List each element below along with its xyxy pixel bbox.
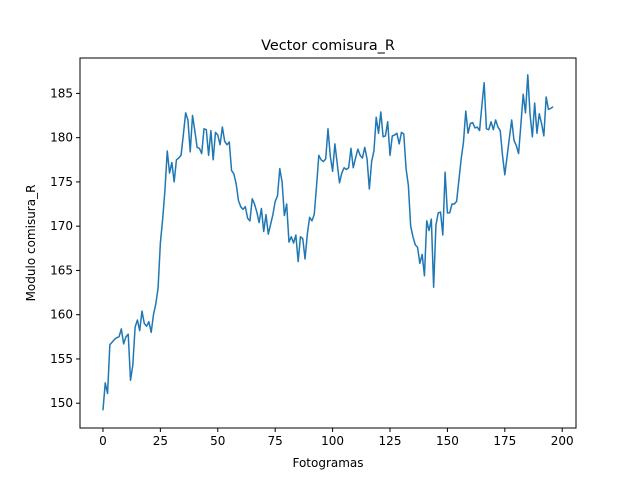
y-tick-label: 170 (50, 219, 73, 233)
y-tick-label: 175 (50, 175, 73, 189)
x-axis: 0 25 50 75 100 125 150 175 200 (99, 428, 574, 448)
x-tick-label: 200 (551, 434, 574, 448)
plot-area (102, 74, 554, 411)
y-tick-label: 160 (50, 308, 73, 322)
x-tick-label: 25 (153, 434, 168, 448)
chart-title: Vector comisura_R (261, 38, 395, 54)
series-line-0 (102, 74, 554, 411)
x-tick-label: 100 (321, 434, 344, 448)
y-tick-label: 185 (50, 86, 73, 100)
x-tick-label: 175 (493, 434, 516, 448)
y-tick-label: 165 (50, 263, 73, 277)
y-axis-label: Modulo comisura_R (24, 185, 38, 302)
x-tick-label: 150 (436, 434, 459, 448)
axes-frame (79, 57, 577, 429)
x-tick-label: 0 (99, 434, 107, 448)
x-tick-label: 125 (379, 434, 402, 448)
y-tick-label: 180 (50, 131, 73, 145)
x-tick-label: 50 (210, 434, 225, 448)
x-axis-label: Fotogramas (292, 456, 363, 470)
y-axis: 150 155 160 165 170 175 180 185 (50, 86, 80, 410)
y-tick-label: 150 (50, 396, 73, 410)
y-tick-label: 155 (50, 352, 73, 366)
x-tick-label: 75 (268, 434, 283, 448)
